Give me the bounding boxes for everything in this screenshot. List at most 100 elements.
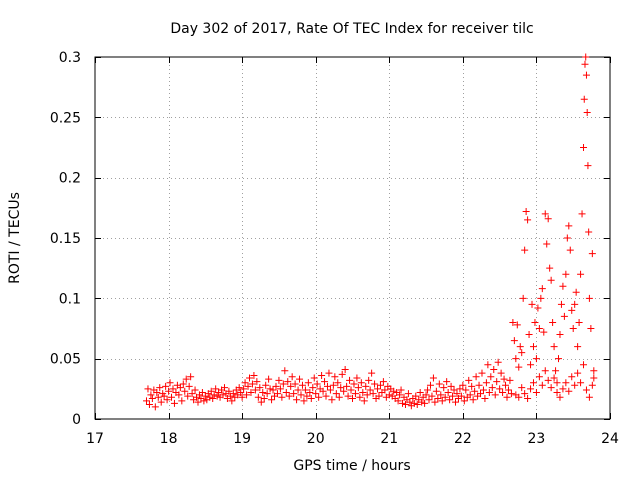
data-point: [212, 385, 220, 393]
data-point: [313, 380, 321, 388]
data-point: [553, 379, 561, 387]
data-point: [521, 246, 529, 254]
data-point: [360, 397, 368, 405]
data-point: [485, 388, 493, 396]
data-point: [559, 282, 567, 290]
data-point: [176, 384, 184, 392]
x-tick-label: 17: [86, 431, 104, 447]
data-point: [437, 391, 445, 399]
data-point: [200, 397, 208, 405]
data-point: [278, 393, 286, 401]
data-point: [309, 384, 317, 392]
data-point: [426, 381, 434, 389]
data-point: [262, 381, 270, 389]
x-tick-label: 19: [233, 431, 251, 447]
data-point: [191, 386, 199, 394]
data-point: [578, 210, 586, 218]
data-point: [272, 382, 280, 390]
data-point: [457, 392, 465, 400]
data-point: [247, 388, 255, 396]
data-point: [518, 384, 526, 392]
data-point: [521, 390, 529, 398]
data-point: [312, 390, 320, 398]
data-point: [293, 396, 301, 404]
data-point: [535, 325, 543, 332]
data-point: [574, 369, 582, 377]
data-point: [290, 390, 298, 398]
data-point: [531, 318, 539, 326]
data-point: [560, 312, 568, 320]
x-tick-label: 18: [160, 431, 178, 447]
data-point: [368, 369, 376, 377]
data-point: [440, 384, 448, 392]
data-point: [515, 363, 523, 371]
data-point: [524, 394, 532, 402]
data-point: [425, 396, 433, 404]
data-point: [422, 391, 430, 399]
data-point: [169, 385, 177, 393]
y-tick-label: 0.3: [59, 50, 81, 66]
data-point: [565, 222, 573, 230]
data-point: [478, 369, 486, 377]
data-point: [460, 397, 468, 405]
data-point: [590, 374, 598, 382]
data-point: [519, 294, 527, 302]
data-point: [452, 398, 459, 406]
data-point: [346, 376, 354, 384]
data-point: [518, 349, 526, 357]
data-point: [153, 388, 161, 396]
data-point: [587, 325, 595, 332]
data-point: [450, 386, 458, 394]
data-point: [229, 390, 237, 398]
data-point: [575, 318, 583, 326]
data-points: [143, 53, 598, 411]
data-point: [349, 394, 356, 402]
data-point: [281, 367, 289, 375]
data-point: [165, 387, 173, 395]
data-point: [178, 397, 186, 405]
data-point: [184, 392, 192, 400]
data-point: [326, 386, 334, 394]
data-point: [318, 372, 326, 380]
data-point: [444, 388, 452, 396]
data-point: [503, 393, 511, 401]
data-point: [488, 384, 496, 392]
data-point: [479, 386, 487, 394]
data-point: [194, 398, 202, 406]
data-point: [544, 215, 552, 223]
data-point: [527, 361, 535, 369]
data-point: [213, 392, 221, 400]
data-point: [188, 390, 196, 398]
data-point: [438, 397, 446, 405]
y-tick-label: 0.15: [50, 231, 81, 247]
data-point: [562, 270, 570, 278]
data-point: [449, 392, 457, 400]
data-point: [515, 393, 523, 401]
data-point: [335, 393, 343, 401]
data-point: [490, 366, 498, 374]
data-point: [347, 386, 355, 394]
data-point: [179, 380, 187, 388]
data-point: [583, 109, 591, 117]
data-point: [366, 386, 374, 394]
data-point: [329, 381, 337, 389]
data-point: [543, 240, 551, 248]
data-point: [562, 379, 570, 387]
data-point: [256, 384, 264, 392]
data-point: [338, 370, 346, 378]
data-point: [246, 374, 253, 382]
data-point: [547, 384, 555, 392]
data-point: [421, 399, 429, 407]
data-point: [568, 306, 576, 314]
data-point: [428, 392, 436, 400]
data-point: [577, 270, 585, 278]
data-point: [571, 381, 579, 389]
data-point: [288, 373, 296, 381]
x-tick-label: 20: [307, 431, 325, 447]
y-tick-label: 0.1: [59, 291, 81, 307]
data-point: [481, 394, 489, 402]
data-point: [559, 385, 567, 393]
data-point: [588, 381, 596, 389]
data-point: [529, 343, 537, 351]
